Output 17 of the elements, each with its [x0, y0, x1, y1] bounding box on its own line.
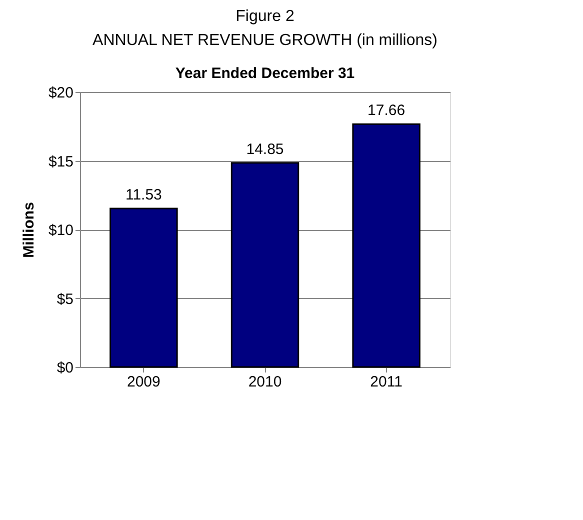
- y-tick-label: $20: [48, 84, 74, 102]
- bar: [110, 208, 178, 368]
- y-tick-label: $5: [56, 290, 74, 308]
- bar: [352, 123, 420, 368]
- chart-title: Figure 2 ANNUAL NET REVENUE GROWTH (in millions): [92, 8, 438, 49]
- data-label: 11.53: [125, 186, 162, 204]
- y-tick-label: $15: [48, 153, 74, 170]
- data-label: 14.85: [246, 140, 284, 158]
- y-tick-label: $10: [48, 222, 74, 239]
- chart-subtitle: Year Ended December 31: [175, 65, 355, 82]
- x-tick-label: 2010: [248, 374, 282, 390]
- x-tick-label: 2009: [127, 374, 160, 390]
- data-label: 17.66: [368, 102, 406, 120]
- y-tick-label: $0: [56, 360, 74, 376]
- y-axis-title: Millions: [20, 202, 38, 258]
- x-tick-label: 2011: [370, 374, 402, 390]
- bar: [230, 162, 300, 368]
